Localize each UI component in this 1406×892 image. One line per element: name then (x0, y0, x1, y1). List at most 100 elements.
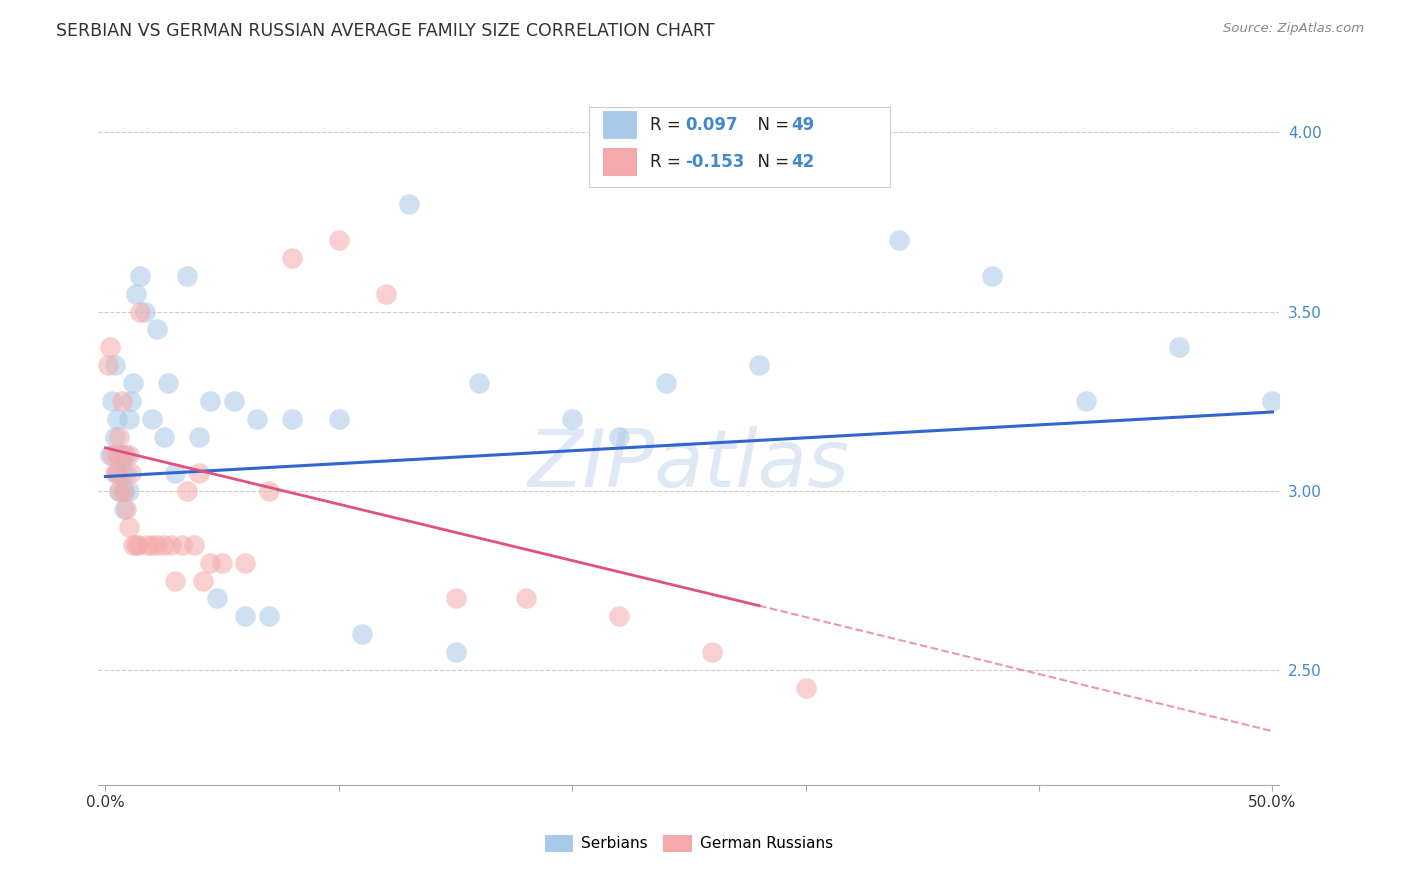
Point (328, 412, 350, 426)
Point (328, 233, 350, 247)
Point (211, 556, 233, 570)
Point (108, 448, 131, 462)
Point (654, 376, 676, 391)
Point (222, 394, 245, 409)
Text: 49: 49 (792, 116, 815, 134)
Point (235, 556, 257, 570)
Point (515, 591, 537, 606)
FancyBboxPatch shape (603, 112, 636, 138)
Point (105, 412, 128, 426)
Point (183, 538, 205, 552)
Point (193, 574, 215, 588)
Point (112, 448, 135, 462)
Point (98, 340, 121, 354)
Point (101, 448, 124, 462)
Point (129, 304, 152, 318)
Point (157, 376, 180, 391)
Point (118, 483, 141, 498)
Point (112, 483, 135, 498)
Point (104, 430, 127, 444)
Legend: Serbians, German Russians: Serbians, German Russians (538, 830, 839, 857)
Point (141, 538, 163, 552)
Point (281, 412, 304, 426)
Point (115, 466, 138, 480)
Point (111, 394, 134, 409)
Text: SERBIAN VS GERMAN RUSSIAN AVERAGE FAMILY SIZE CORRELATION CHART: SERBIAN VS GERMAN RUSSIAN AVERAGE FAMILY… (56, 22, 714, 40)
Point (105, 466, 128, 480)
Point (165, 466, 187, 480)
Text: -0.153: -0.153 (685, 153, 745, 170)
Text: ZIPatlas: ZIPatlas (527, 425, 851, 504)
Text: Source: ZipAtlas.com: Source: ZipAtlas.com (1223, 22, 1364, 36)
Text: N =: N = (747, 116, 794, 134)
Point (207, 591, 229, 606)
Point (111, 466, 134, 480)
Point (257, 483, 280, 498)
Point (468, 376, 491, 391)
Point (981, 268, 1004, 283)
Point (112, 483, 135, 498)
Point (108, 430, 131, 444)
Point (108, 483, 131, 498)
Point (374, 286, 396, 301)
Point (607, 430, 630, 444)
Point (246, 412, 269, 426)
Point (444, 591, 467, 606)
Point (187, 466, 209, 480)
Point (115, 448, 138, 462)
Point (122, 376, 145, 391)
Point (146, 322, 169, 336)
Point (200, 394, 222, 409)
Point (120, 466, 142, 480)
FancyBboxPatch shape (589, 106, 890, 186)
Text: R =: R = (650, 116, 686, 134)
Point (172, 538, 194, 552)
Point (111, 448, 134, 462)
Point (152, 430, 174, 444)
Point (122, 538, 145, 552)
Point (187, 430, 209, 444)
Point (108, 483, 131, 498)
Text: R =: R = (650, 153, 686, 170)
Point (702, 645, 724, 659)
Point (235, 609, 257, 624)
Point (1261, 394, 1284, 409)
Point (561, 412, 583, 426)
Text: 42: 42 (792, 153, 815, 170)
Point (444, 645, 467, 659)
Point (794, 681, 817, 695)
Text: N =: N = (747, 153, 794, 170)
Point (176, 483, 198, 498)
Point (1168, 340, 1191, 354)
Point (159, 538, 181, 552)
Point (104, 466, 127, 480)
Point (101, 394, 124, 409)
Point (136, 538, 159, 552)
Point (98, 448, 121, 462)
Point (176, 268, 198, 283)
Point (104, 359, 127, 373)
Point (887, 233, 910, 247)
Point (127, 538, 149, 552)
Point (115, 501, 138, 516)
Point (125, 538, 148, 552)
Point (118, 412, 141, 426)
Point (97, 359, 120, 373)
Point (1074, 394, 1097, 409)
Text: 0.097: 0.097 (685, 116, 738, 134)
Point (125, 286, 148, 301)
Point (607, 609, 630, 624)
Point (281, 251, 304, 265)
Point (118, 520, 141, 534)
Point (118, 448, 141, 462)
Point (200, 556, 222, 570)
Point (152, 538, 174, 552)
Point (105, 466, 128, 480)
Point (129, 268, 152, 283)
Point (146, 538, 169, 552)
Point (352, 627, 374, 641)
Point (134, 304, 156, 318)
FancyBboxPatch shape (603, 148, 636, 175)
Point (105, 448, 128, 462)
Point (398, 197, 420, 211)
